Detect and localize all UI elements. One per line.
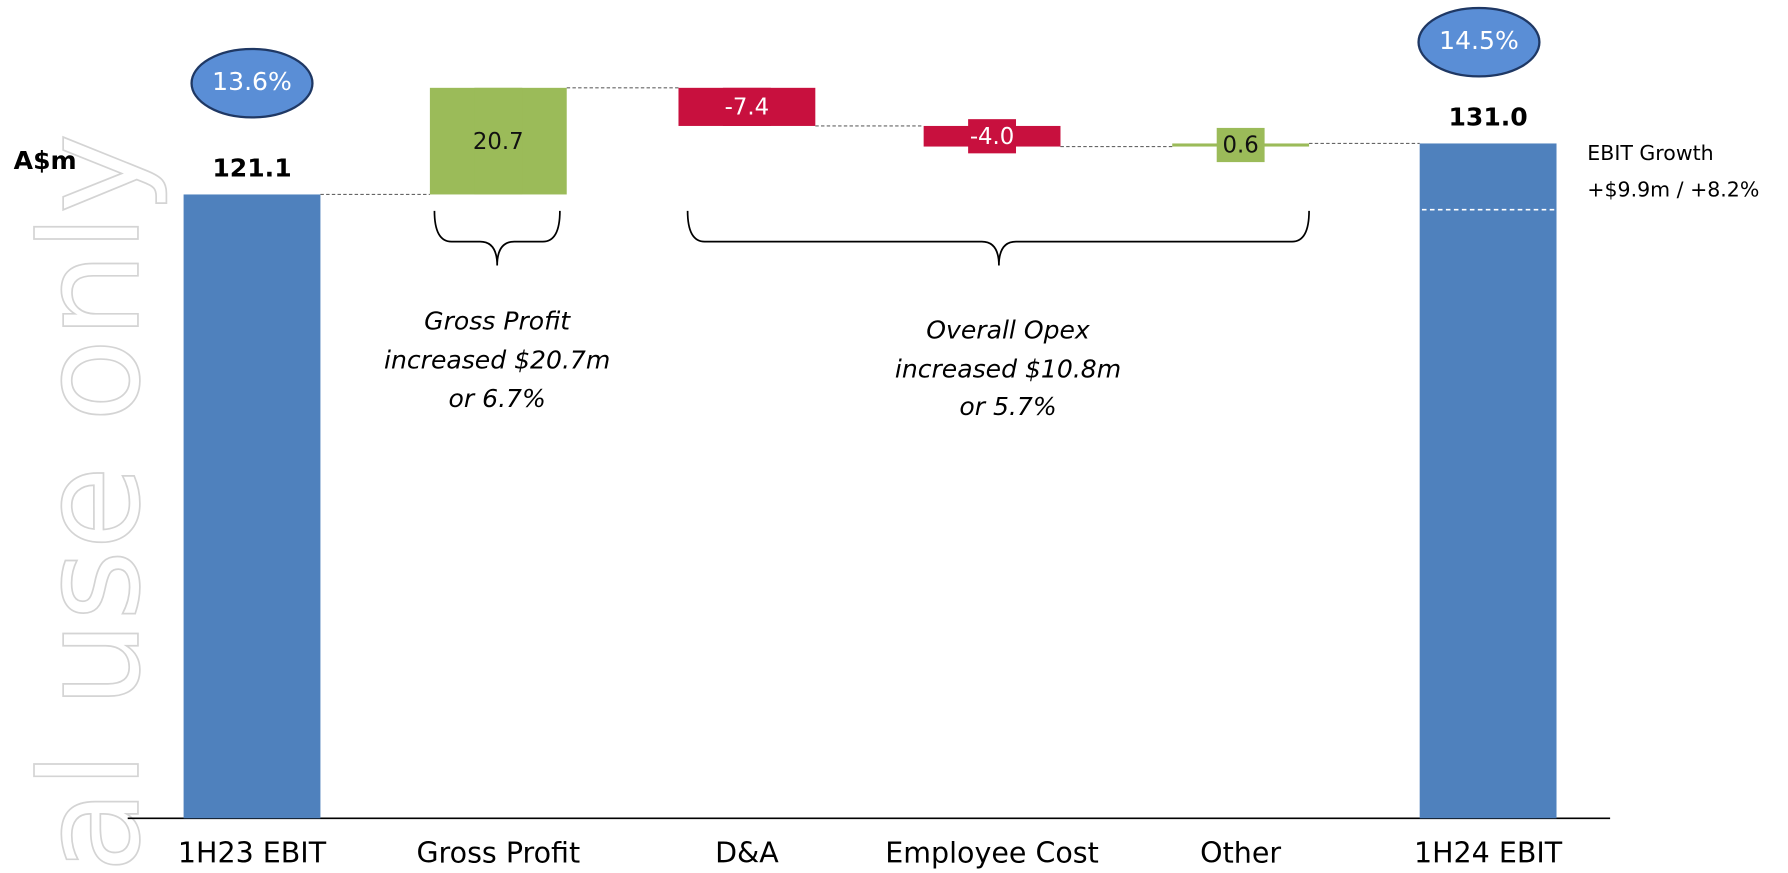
value-label-box [1216, 127, 1265, 163]
unit-label: A$m [14, 146, 77, 175]
growth-note: EBIT Growth [1587, 141, 1713, 165]
brace [686, 210, 1310, 266]
x-tick-label: Employee Cost [885, 837, 1099, 870]
value-label-box [722, 87, 771, 126]
note-line: Overall Opex [926, 316, 1091, 345]
value-label: 20.7 [473, 129, 524, 155]
value-label: 131.0 [1448, 102, 1527, 131]
brace [433, 210, 561, 266]
value-label: -7.4 [725, 95, 769, 121]
x-tick-label: D&A [715, 837, 779, 870]
margin-label: 13.6% [212, 67, 292, 96]
x-tick-label: Gross Profit [416, 837, 580, 870]
margin-bubble [1417, 6, 1541, 78]
value-label: 121.1 [212, 153, 291, 182]
x-tick-label: 1H24 EBIT [1414, 837, 1563, 870]
gross-profit-note: Gross Profit increased $20.7m or 6.7% [384, 307, 610, 413]
growth-note: +$9.9m / +8.2% [1587, 177, 1759, 201]
bar [1419, 143, 1557, 819]
margin-bubble [190, 47, 314, 119]
note-line: increased $10.8m [895, 354, 1121, 383]
value-label-box [474, 87, 523, 195]
value-label-box [968, 119, 1017, 154]
note-line: increased $20.7m [384, 345, 610, 374]
margin-label: 14.5% [1439, 26, 1519, 55]
opex-note: Overall Opex increased $10.8m or 5.7% [895, 316, 1121, 421]
note-line: or 6.7% [449, 384, 546, 413]
note-line: Gross Profit [424, 307, 571, 336]
watermark: al use only [12, 133, 171, 873]
x-tick-label: 1H23 EBIT [178, 837, 327, 870]
value-label: -4.0 [970, 124, 1014, 150]
x-tick-label: Other [1200, 837, 1281, 870]
note-line: or 5.7% [959, 392, 1056, 421]
bar [183, 194, 321, 819]
value-label: 0.6 [1223, 133, 1259, 159]
